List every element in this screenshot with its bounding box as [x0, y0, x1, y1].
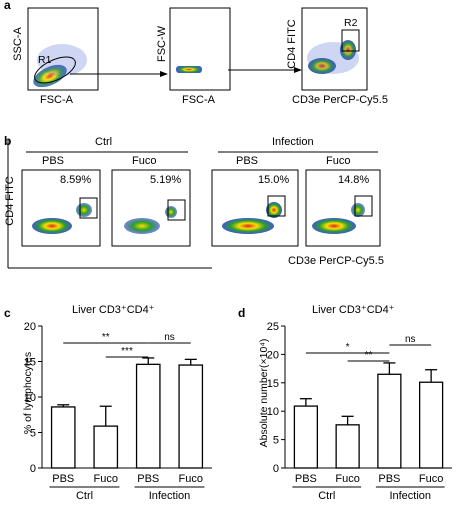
chart-c-sig-label: ** — [102, 332, 110, 343]
a-plot2-ylabel: FSC-W — [156, 25, 168, 63]
b-ylabel: CD4 FITC — [4, 176, 16, 226]
chart-d-group-label: Ctrl — [318, 490, 335, 502]
panel-a-plot-2 — [169, 7, 231, 91]
chart-c-category-label: Fuco — [179, 473, 203, 485]
chart-c-bar — [135, 363, 161, 469]
panel-a-label: a — [4, 0, 11, 12]
panel-b-plot-2 — [111, 169, 191, 247]
b-percent-4: 14.8% — [338, 174, 370, 186]
a-plot1-xlabel: FSC-A — [40, 94, 73, 106]
b-group-ctrl: Ctrl — [95, 136, 113, 148]
b-sub-3: PBS — [236, 155, 259, 167]
chart-d-category-label: PBS — [295, 473, 317, 485]
chart-d-ytick-label: 25 — [267, 321, 279, 333]
arrow-head-2 — [294, 67, 302, 73]
chart-c-ytick-label: 20 — [24, 321, 36, 333]
a-gate-r2: R2 — [344, 17, 358, 29]
chart-c-group-label: Infection — [149, 490, 191, 502]
b-xlabel: CD3e PerCP-Cy5.5 — [288, 255, 384, 267]
chart-d-ytick-label: 10 — [267, 406, 279, 418]
panel-b-label: b — [4, 134, 12, 148]
chart-c-bar — [178, 364, 204, 469]
chart-d-ylabel: Absolute number(×10⁴) — [258, 338, 270, 448]
chart-d-ytick-label: 15 — [267, 378, 279, 390]
chart-d-sig-label: * — [346, 342, 350, 353]
b-percent-3: 15.0% — [258, 174, 290, 186]
chart-c-ylabel: % of lymphocytes — [22, 351, 34, 435]
chart-d-group-label: Infection — [389, 490, 431, 502]
panel-b-plot-4 — [305, 169, 381, 247]
chart-c-category-label: PBS — [137, 473, 159, 485]
a-plot1-ylabel: SSC-A — [12, 27, 24, 61]
chart-c-group-label: Ctrl — [76, 490, 93, 502]
b-percent-1: 8.59% — [60, 174, 92, 186]
chart-d-category-label: Fuco — [419, 473, 443, 485]
chart-d-category-label: Fuco — [335, 473, 359, 485]
chart-c-bar — [50, 406, 76, 469]
chart-c-sig-label: *** — [121, 346, 133, 357]
b-sub-4: Fuco — [326, 155, 351, 167]
arrow-head-1 — [160, 71, 168, 77]
chart-d-ytick-label: 20 — [267, 349, 279, 361]
panel-a-plot-1 — [27, 7, 99, 91]
chart-c-ytick-label: 5 — [30, 428, 36, 440]
chart-d-ytick-label: 5 — [273, 435, 279, 447]
b-group-infection: Infection — [272, 136, 314, 148]
panel-a-plot-3 — [301, 7, 368, 91]
b-sub-2: Fuco — [132, 155, 157, 167]
b-percent-2: 5.19% — [150, 174, 182, 186]
a-plot2-xlabel: FSC-A — [182, 94, 215, 106]
chart-d-title: Liver CD3⁺CD4⁺ — [312, 304, 395, 316]
chart-d-bar — [335, 424, 360, 469]
chart-c-ytick-label: 15 — [24, 357, 36, 369]
chart-d-category-label: PBS — [378, 473, 400, 485]
a-plot3-ylabel: CD4 FITC — [286, 19, 298, 69]
b-sub-1: PBS — [42, 155, 65, 167]
chart-d-sig-label: ** — [365, 350, 373, 361]
chart-c-ytick-label: 0 — [30, 463, 36, 475]
chart-c-title: Liver CD3⁺CD4⁺ — [72, 304, 155, 316]
chart-d-bar — [418, 381, 444, 469]
chart-d-bar — [377, 373, 402, 469]
chart-c-bar — [93, 425, 119, 469]
chart-d-ytick-label: 0 — [273, 463, 279, 475]
chart-c-category-label: Fuco — [94, 473, 118, 485]
chart-d-bar — [293, 405, 319, 469]
panel-b-plot-1 — [21, 169, 101, 247]
panel-c-label: c — [4, 306, 11, 320]
a-gate-r1: R1 — [38, 54, 52, 66]
chart-c-category-label: PBS — [52, 473, 74, 485]
chart-c-sig-label: ns — [164, 332, 175, 343]
chart-c-ytick-label: 10 — [24, 392, 36, 404]
panel-b-plot-3 — [211, 169, 299, 247]
panel-d-label: d — [238, 306, 246, 320]
a-plot3-xlabel: CD3e PerCP-Cy5.5 — [292, 94, 388, 106]
chart-d-sig-label: ns — [405, 334, 416, 345]
